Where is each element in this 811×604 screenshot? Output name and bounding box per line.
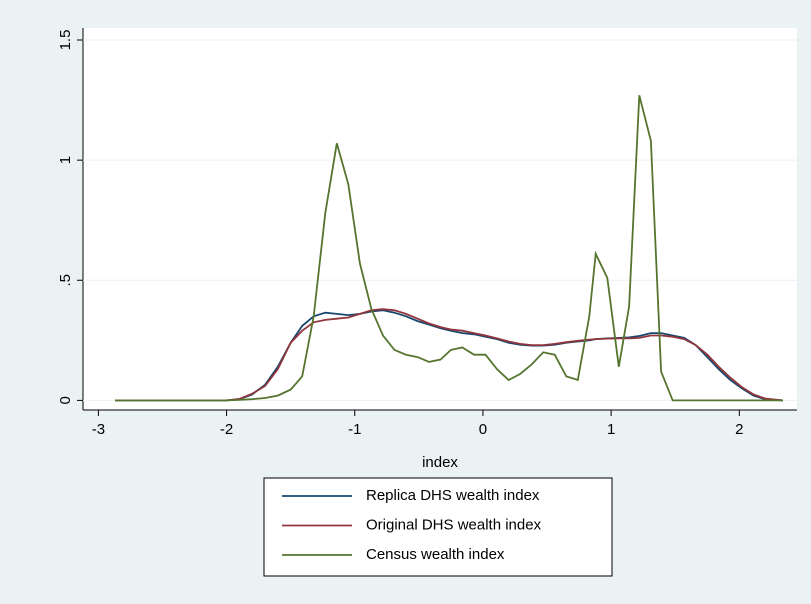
- x-tick-label: 0: [479, 421, 487, 438]
- series-line: [115, 95, 783, 402]
- legend-label: Replica DHS wealth index: [366, 487, 540, 504]
- plot-area: [83, 28, 797, 410]
- legend: [263, 477, 613, 577]
- y-tick-label: 1: [57, 156, 74, 164]
- legend-label: Original DHS wealth index: [366, 516, 542, 533]
- y-tick-label: .5: [57, 274, 74, 287]
- x-tick-label: -2: [220, 421, 233, 438]
- x-tick-label: -3: [92, 421, 105, 438]
- x-axis-label: index: [422, 454, 458, 471]
- y-tick-label: 1.5: [57, 30, 74, 51]
- x-tick-label: -1: [348, 421, 361, 438]
- legend-label: Census wealth index: [366, 546, 505, 563]
- x-tick-label: 2: [735, 421, 743, 438]
- series-line: [115, 309, 783, 402]
- x-tick-label: 1: [607, 421, 615, 438]
- series-line: [115, 308, 783, 402]
- y-tick-label: 0: [57, 396, 74, 404]
